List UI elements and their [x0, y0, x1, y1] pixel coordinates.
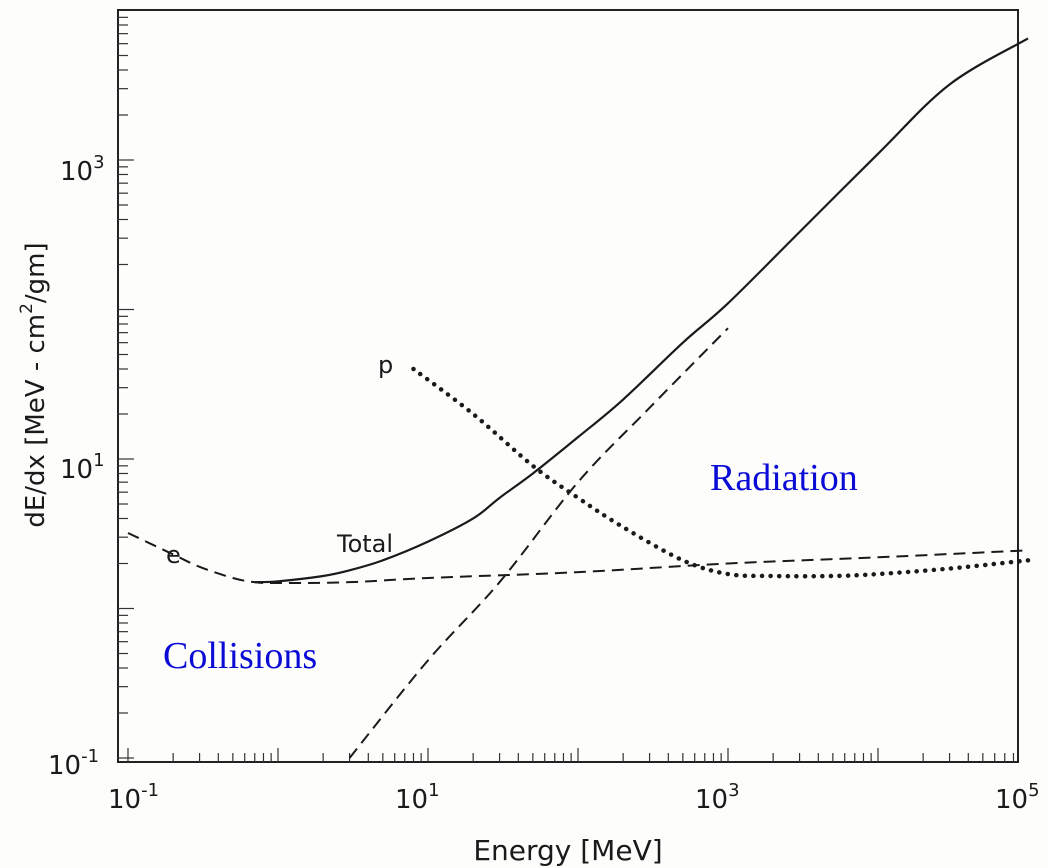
- annotation-radiation: Radiation: [710, 457, 858, 499]
- x-tick-label: 10-1: [108, 780, 159, 815]
- annotation-e: e: [166, 541, 181, 569]
- annotation-total: Total: [336, 530, 393, 558]
- ticks-layer: [118, 16, 1015, 762]
- plot-frame: [117, 9, 1019, 763]
- series-line-p: [411, 366, 1031, 579]
- x-tick-label: 105: [995, 780, 1040, 815]
- annotation-p: p: [378, 351, 393, 379]
- series-layer: [127, 37, 1031, 759]
- x-axis-label: Energy [MeV]: [473, 834, 662, 867]
- series-line-total: [254, 37, 1029, 584]
- y-tick-labels: 10-1 101 103: [48, 152, 105, 781]
- series-line-radiation: [348, 327, 729, 759]
- y-tick-label: 101: [60, 450, 105, 485]
- x-tick-label: 103: [695, 780, 740, 815]
- x-tick-label: 101: [395, 780, 440, 815]
- y-axis-label: dE/dx [MeV - cm2/gm]: [17, 242, 51, 527]
- y-tick-label: 103: [60, 152, 105, 187]
- x-tick-labels: 10-1 101 103 105: [108, 780, 1040, 815]
- annotation-collisions: Collisions: [163, 635, 317, 677]
- y-tick-label: 10-1: [48, 746, 99, 781]
- series-line-collisions: [127, 532, 1029, 585]
